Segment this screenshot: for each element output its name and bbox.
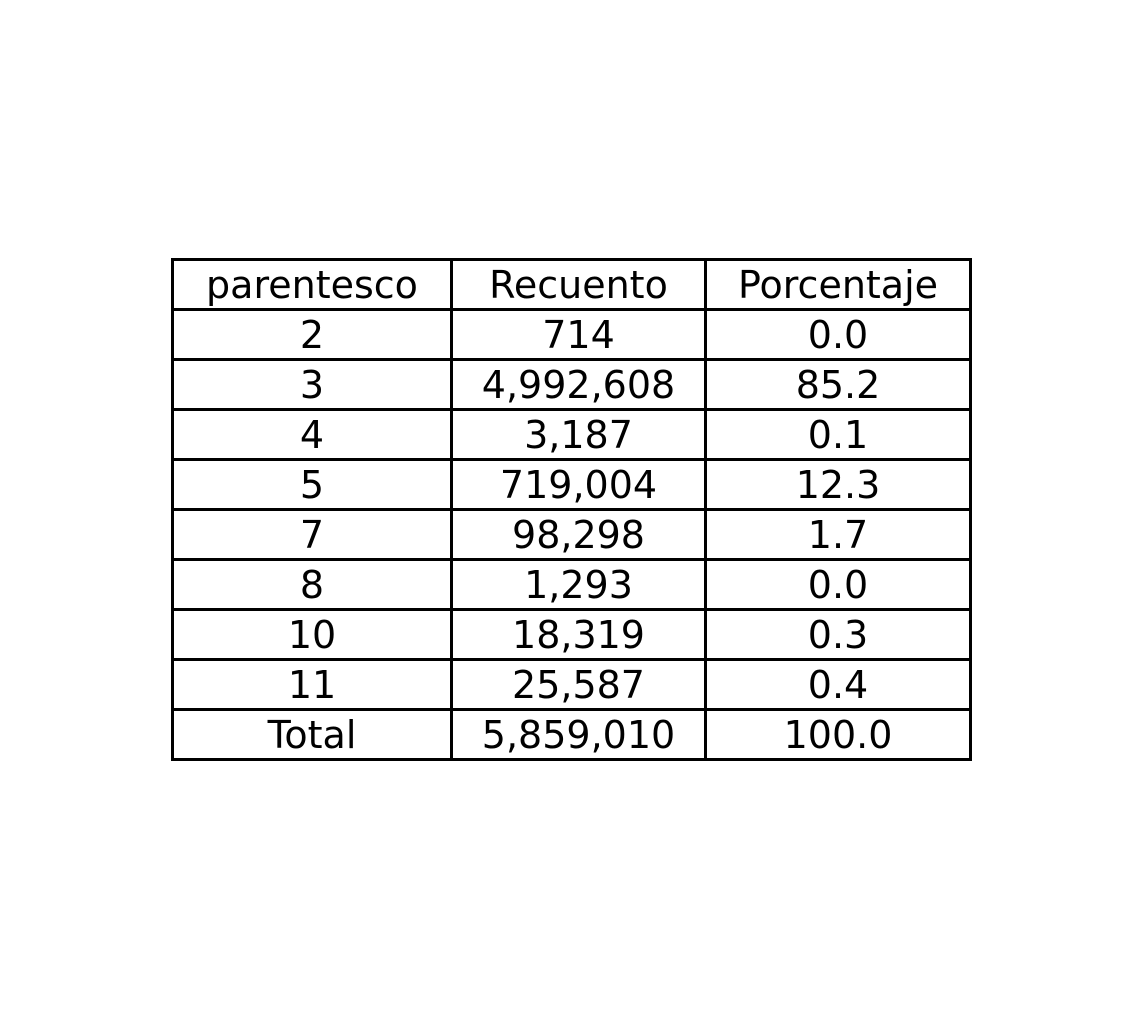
parentesco-cell: 5 <box>171 458 453 511</box>
table-row: 7 98,298 1.7 <box>171 508 972 561</box>
table-header-row: parentesco Recuento Porcentaje <box>171 258 972 311</box>
recuento-cell: 4,992,608 <box>450 358 707 411</box>
porcentaje-cell: 0.0 <box>704 558 972 611</box>
recuento-cell: 719,004 <box>450 458 707 511</box>
parentesco-cell: 3 <box>171 358 453 411</box>
table-row: 11 25,587 0.4 <box>171 658 972 711</box>
parentesco-cell: Total <box>171 708 453 761</box>
porcentaje-cell: 100.0 <box>704 708 972 761</box>
porcentaje-cell: 85.2 <box>704 358 972 411</box>
column-header-porcentaje: Porcentaje <box>704 258 972 311</box>
recuento-cell: 98,298 <box>450 508 707 561</box>
table-row: 4 3,187 0.1 <box>171 408 972 461</box>
column-header-recuento: Recuento <box>450 258 707 311</box>
parentesco-cell: 7 <box>171 508 453 561</box>
parentesco-cell: 11 <box>171 658 453 711</box>
frequency-table: parentesco Recuento Porcentaje 2 714 0.0 3 4… <box>171 258 972 761</box>
table-row: 5 719,004 12.3 <box>171 458 972 511</box>
table-row: 2 714 0.0 <box>171 308 972 361</box>
porcentaje-cell: 0.3 <box>704 608 972 661</box>
recuento-cell: 25,587 <box>450 658 707 711</box>
column-header-parentesco: parentesco <box>171 258 453 311</box>
porcentaje-cell: 0.1 <box>704 408 972 461</box>
recuento-cell: 714 <box>450 308 707 361</box>
porcentaje-cell: 1.7 <box>704 508 972 561</box>
recuento-cell: 1,293 <box>450 558 707 611</box>
table-body: 2 714 0.0 3 4,992,608 85.2 4 3,187 0.1 5 719,004 12… <box>171 308 972 761</box>
recuento-cell: 3,187 <box>450 408 707 461</box>
parentesco-cell: 2 <box>171 308 453 361</box>
parentesco-cell: 10 <box>171 608 453 661</box>
parentesco-cell: 8 <box>171 558 453 611</box>
porcentaje-cell: 0.0 <box>704 308 972 361</box>
recuento-cell: 5,859,010 <box>450 708 707 761</box>
table-row: 3 4,992,608 85.2 <box>171 358 972 411</box>
table-row: 10 18,319 0.3 <box>171 608 972 661</box>
table-row: 8 1,293 0.0 <box>171 558 972 611</box>
table-row: Total 5,859,010 100.0 <box>171 708 972 761</box>
porcentaje-cell: 12.3 <box>704 458 972 511</box>
porcentaje-cell: 0.4 <box>704 658 972 711</box>
recuento-cell: 18,319 <box>450 608 707 661</box>
parentesco-cell: 4 <box>171 408 453 461</box>
